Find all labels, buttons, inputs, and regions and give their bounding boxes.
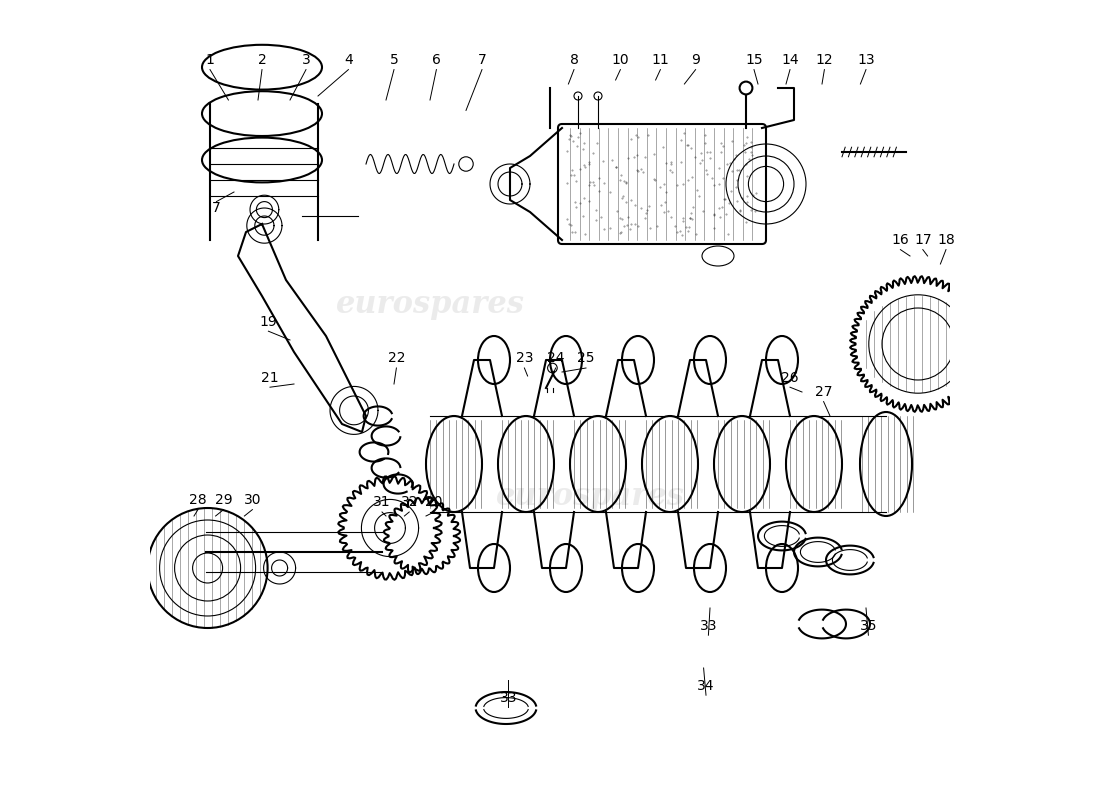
Text: 5: 5	[389, 53, 398, 67]
Text: 2: 2	[257, 53, 266, 67]
Text: 7: 7	[212, 201, 221, 215]
Text: 18: 18	[937, 233, 955, 247]
Text: 20: 20	[426, 495, 442, 510]
Text: 23: 23	[516, 351, 534, 366]
Text: 28: 28	[189, 493, 207, 507]
Text: 12: 12	[815, 53, 833, 67]
Text: 19: 19	[260, 314, 277, 329]
Text: eurospares: eurospares	[496, 481, 684, 511]
Text: 27: 27	[815, 385, 833, 399]
Text: 34: 34	[697, 678, 715, 693]
Text: eurospares: eurospares	[336, 289, 525, 319]
Text: 33: 33	[499, 690, 517, 705]
Text: 1: 1	[206, 53, 214, 67]
Text: 32: 32	[400, 495, 418, 510]
Text: 35: 35	[860, 618, 877, 633]
Text: 10: 10	[612, 53, 629, 67]
Text: 7: 7	[477, 53, 486, 67]
Text: 25: 25	[578, 351, 595, 366]
Text: 17: 17	[914, 233, 932, 247]
Text: 24: 24	[547, 351, 564, 366]
Text: 6: 6	[432, 53, 441, 67]
Text: 33: 33	[700, 618, 717, 633]
Text: 26: 26	[781, 370, 799, 385]
Text: 9: 9	[691, 53, 700, 67]
Text: 22: 22	[387, 351, 405, 366]
Text: 11: 11	[651, 53, 669, 67]
Text: 3: 3	[301, 53, 310, 67]
Text: 4: 4	[344, 53, 353, 67]
Text: 30: 30	[244, 493, 261, 507]
Text: 21: 21	[261, 370, 278, 385]
Text: 31: 31	[373, 495, 390, 510]
Text: 15: 15	[745, 53, 762, 67]
Text: 16: 16	[891, 233, 910, 247]
Text: 14: 14	[781, 53, 799, 67]
Text: 29: 29	[214, 493, 232, 507]
Text: 13: 13	[857, 53, 874, 67]
Text: 8: 8	[570, 53, 579, 67]
